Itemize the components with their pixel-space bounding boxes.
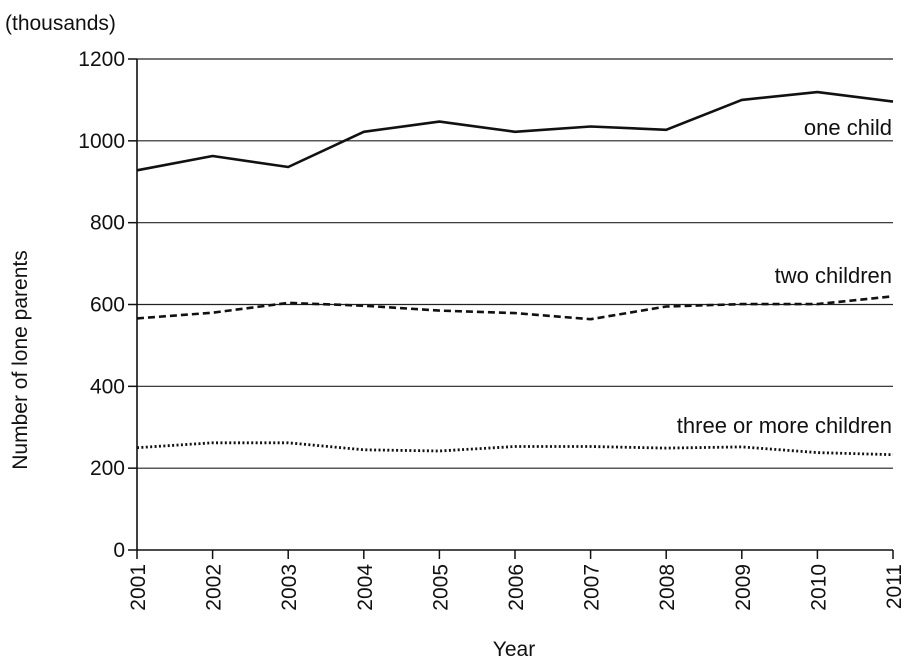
x-tick-label: 2009 <box>732 564 755 611</box>
y-unit-label: (thousands) <box>5 12 116 35</box>
series-lines <box>136 90 894 457</box>
y-axis-title: Number of lone parents <box>9 250 32 469</box>
y-tick-label: 600 <box>90 294 125 317</box>
series-label-1: two children <box>775 263 892 288</box>
series-label-0: one child <box>804 115 892 140</box>
x-tick-label: 2011 <box>883 564 903 609</box>
x-tick-label: 2005 <box>429 564 452 611</box>
axes: 0 200 400 600 800 1000 1200 2001 2002 2003 2004 200… <box>78 48 903 611</box>
series-line-1 <box>136 295 894 321</box>
y-tick-label: 1000 <box>78 130 125 153</box>
series-line-0 <box>136 90 894 172</box>
series-labels: one child two children three or more child… <box>677 115 892 438</box>
series-line-2 <box>136 441 894 457</box>
y-tick-label: 200 <box>90 457 125 480</box>
x-tick-label: 2007 <box>581 564 604 611</box>
y-tick-label: 400 <box>90 375 125 398</box>
series-label-2: three or more children <box>677 413 892 438</box>
y-tick-label: 800 <box>90 212 125 235</box>
gridlines <box>137 58 893 469</box>
x-tick-label: 2008 <box>656 564 679 611</box>
y-tick-label: 0 <box>113 539 125 562</box>
x-tick-label: 2006 <box>505 564 528 611</box>
x-axis-title: Year <box>493 638 535 661</box>
y-tick-label: 1200 <box>78 48 125 71</box>
x-tick-label: 2001 <box>127 564 150 611</box>
x-tick-label: 2002 <box>203 564 226 611</box>
x-tick-label: 2004 <box>354 564 377 611</box>
x-tick-label: 2003 <box>278 564 301 611</box>
x-tick-label: 2010 <box>807 564 830 611</box>
